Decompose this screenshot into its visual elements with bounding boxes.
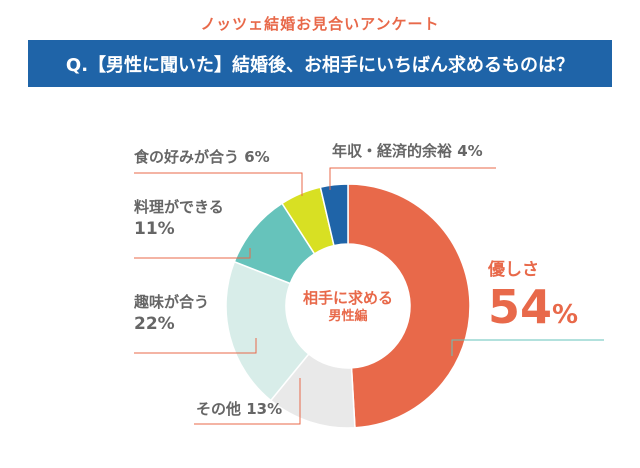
label-kindness-name: 優しさ [488, 260, 539, 280]
leader-cooking [134, 248, 251, 259]
label-hobby-value: 22% [134, 314, 175, 334]
chart-center-label: 相手に求める 男性編 [290, 288, 406, 326]
label-hobby: 趣味が合う 22% [134, 291, 209, 335]
leader-food [134, 172, 303, 196]
leader-kindness [451, 339, 604, 356]
label-kindness-unit: % [552, 300, 579, 330]
slice-2 [225, 260, 310, 402]
chart-center-title: 相手に求める [302, 289, 393, 307]
question-banner: Q.【男性に聞いた】結婚後、お相手にいちばん求めるものは？ [28, 40, 612, 87]
survey-title: ノッツェ結婚お見合いアンケート [200, 15, 440, 33]
label-cooking: 料理ができる 11% [134, 196, 224, 240]
label-income: 年収・経済的余裕 4% [332, 142, 483, 160]
label-hobby-name: 趣味が合う [134, 293, 210, 311]
label-food: 食の好みが合う 6% [134, 148, 270, 166]
label-kindness: 優しさ 54% [488, 258, 578, 332]
slice-5 [319, 183, 349, 247]
chart-center-subtitle: 男性編 [328, 309, 368, 324]
label-cooking-name: 料理ができる [134, 198, 224, 216]
label-other: その他 13% [196, 400, 283, 418]
leader-other [194, 378, 301, 425]
leader-hobby [134, 338, 257, 354]
slice-0 [347, 183, 471, 429]
leader-income [329, 167, 496, 190]
label-cooking-value: 11% [134, 219, 175, 239]
label-kindness-value: 54 [488, 280, 553, 334]
